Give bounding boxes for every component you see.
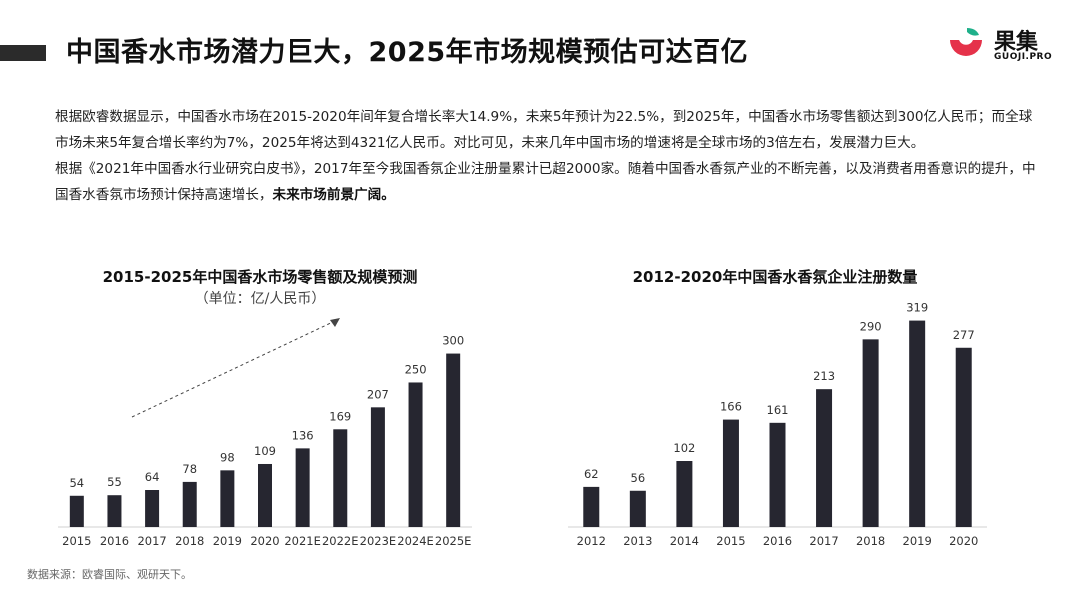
- x-tick-2017: 2017: [809, 534, 838, 548]
- intro-paragraph-2-text: 根据《2021年中国香水行业研究白皮书》，2017年至今我国香氛企业注册量累计已…: [55, 161, 1036, 203]
- bar-2018: [182, 481, 197, 527]
- data-label-2022E: 169: [329, 409, 351, 423]
- x-tick-2017: 2017: [137, 534, 166, 548]
- x-tick-2021E: 2021E: [284, 534, 321, 548]
- logo-mark-icon: [950, 28, 982, 56]
- data-label-2020: 109: [254, 444, 276, 458]
- bar-2019: [909, 320, 926, 527]
- x-tick-2016: 2016: [100, 534, 129, 548]
- x-tick-2019: 2019: [213, 534, 242, 548]
- data-label-2019: 98: [220, 450, 235, 464]
- data-label-2017: 213: [813, 369, 835, 383]
- data-label-2015: 54: [69, 476, 84, 490]
- retail-sales-chart-plot: 54 2015 55 2016 64 2017 78 2018 98 2019 109 2020 136…: [58, 318, 472, 548]
- registration-count-chart-plot: 62 2012 56 2013 102 2014 166 2015 161 2016 213 2017…: [568, 301, 987, 548]
- x-tick-2019: 2019: [903, 534, 932, 548]
- title-accent-bar: [0, 45, 46, 61]
- x-tick-2015: 2015: [62, 534, 91, 548]
- data-label-2014: 102: [673, 441, 695, 455]
- data-label-2025E: 300: [442, 334, 464, 348]
- data-label-2021E: 136: [292, 428, 314, 442]
- trend-arrow-line: [131, 319, 338, 418]
- bar-2017: [145, 490, 160, 527]
- x-tick-2022E: 2022E: [322, 534, 359, 548]
- logo-text: 果集: [994, 30, 1039, 55]
- data-label-2024E: 250: [405, 362, 427, 376]
- intro-paragraph-2-emphasis: 未来市场前景广阔。: [272, 187, 395, 203]
- page-title: 中国香水市场潜力巨大，2025年市场规模预估可达百亿: [66, 37, 749, 68]
- data-source-note: 数据来源：欧睿国际、观研天下。: [27, 568, 192, 581]
- data-label-2012: 62: [584, 467, 599, 481]
- data-label-2016: 55: [107, 475, 122, 489]
- x-tick-2016: 2016: [763, 534, 792, 548]
- bar-2014: [676, 461, 693, 527]
- x-tick-2014: 2014: [670, 534, 699, 548]
- bar-2016: [107, 495, 122, 527]
- intro-paragraph-1: 根据欧睿数据显示，中国香水市场在2015-2020年间年复合增长率大14.9%，…: [55, 109, 1033, 151]
- data-label-2019: 319: [906, 301, 928, 315]
- x-tick-2024E: 2024E: [397, 534, 434, 548]
- x-tick-2018: 2018: [175, 534, 204, 548]
- chart-subtitle: （单位：亿/人民币）: [194, 291, 326, 307]
- x-tick-2013: 2013: [623, 534, 652, 548]
- bar-2023E: [370, 407, 385, 527]
- x-tick-2012: 2012: [577, 534, 606, 548]
- bar-2020: [955, 347, 972, 527]
- brand-logo: 果集 GUOJI.PRO: [946, 24, 1066, 68]
- trend-arrow-head-icon: [330, 318, 340, 327]
- bar-2025E: [446, 353, 461, 527]
- x-tick-2020: 2020: [949, 534, 978, 548]
- bar-2015: [722, 419, 739, 527]
- x-tick-2018: 2018: [856, 534, 885, 548]
- bar-2016: [769, 422, 786, 527]
- data-label-2015: 166: [720, 400, 742, 414]
- bar-2020: [258, 463, 272, 527]
- bar-2022E: [333, 429, 348, 527]
- intro-text: 根据欧睿数据显示，中国香水市场在2015-2020年间年复合增长率大14.9%，…: [55, 104, 1040, 208]
- x-tick-2023E: 2023E: [360, 534, 397, 548]
- x-tick-2025E: 2025E: [435, 534, 472, 548]
- data-label-2013: 56: [631, 471, 646, 485]
- data-label-2018: 290: [860, 319, 882, 333]
- data-label-2017: 64: [145, 470, 160, 484]
- bar-2018: [862, 339, 879, 527]
- bar-2021E: [295, 448, 310, 527]
- chart-title: 2015-2025年中国香水市场零售额及规模预测: [102, 268, 418, 286]
- intro-paragraph-2: 根据《2021年中国香水行业研究白皮书》，2017年至今我国香氛企业注册量累计已…: [55, 156, 1040, 208]
- logo-subtext: GUOJI.PRO: [994, 52, 1053, 62]
- data-label-2020: 277: [953, 328, 975, 342]
- data-label-2016: 161: [767, 403, 789, 417]
- bar-2019: [220, 470, 235, 527]
- retail-sales-chart: 2015-2025年中国香水市场零售额及规模预测 （单位：亿/人民币） 54 20…: [40, 262, 480, 562]
- data-label-2023E: 207: [367, 387, 389, 401]
- x-tick-2015: 2015: [716, 534, 745, 548]
- chart-title: 2012-2020年中国香水香氛企业注册数量: [632, 268, 918, 286]
- bar-2012: [583, 486, 600, 527]
- x-tick-2020: 2020: [250, 534, 279, 548]
- data-label-2018: 78: [182, 462, 197, 476]
- bar-2024E: [408, 382, 423, 527]
- bar-2017: [816, 389, 833, 527]
- registration-count-chart: 2012-2020年中国香水香氛企业注册数量 62 2012 56 2013 102 20…: [560, 262, 990, 562]
- bar-2013: [629, 490, 646, 527]
- bar-2015: [69, 495, 84, 527]
